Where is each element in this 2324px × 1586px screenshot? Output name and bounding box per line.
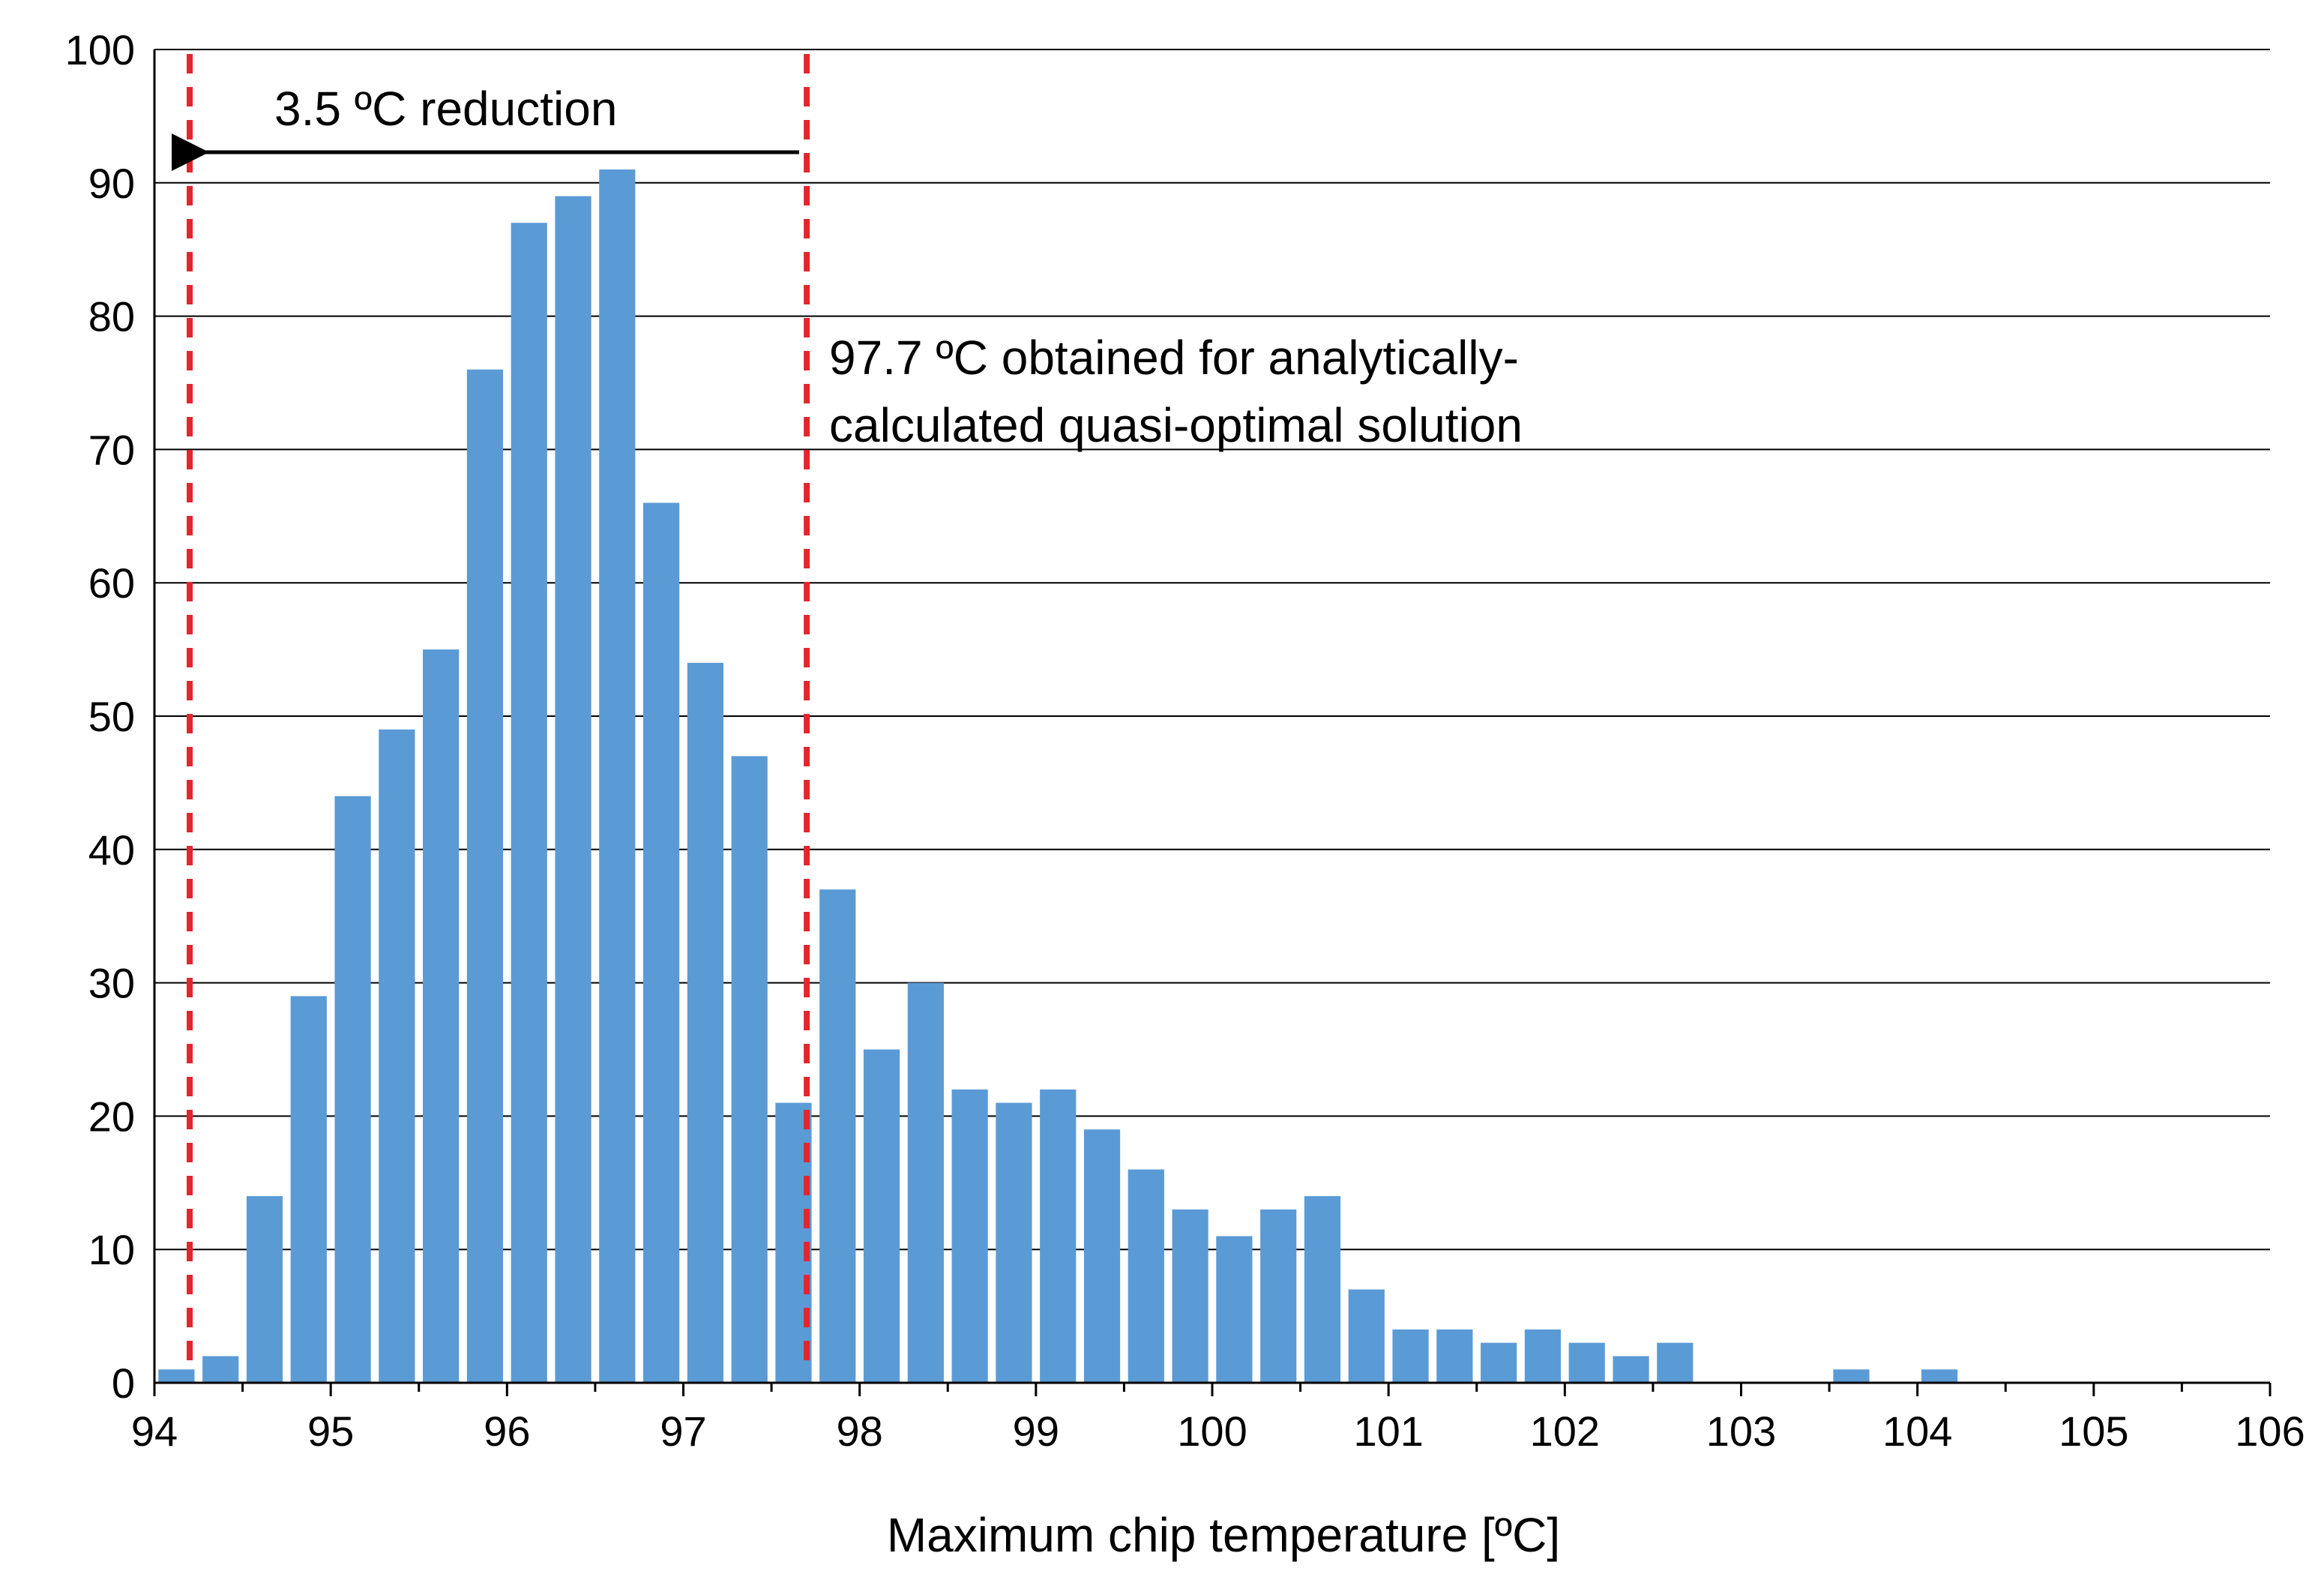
x-tick-label: 105	[2059, 1408, 2128, 1455]
bar	[1613, 1356, 1649, 1383]
reduction-label: 3.5 ºC reduction	[274, 82, 617, 136]
bar	[687, 662, 724, 1383]
bar	[1172, 1209, 1208, 1383]
bar	[379, 729, 415, 1383]
y-tick-label: 60	[88, 559, 135, 607]
bar	[1524, 1329, 1562, 1383]
bar	[642, 502, 680, 1383]
y-tick-label: 30	[88, 960, 135, 1007]
y-ticks: 0 10 20 30 40 50 60 70 80 90 100	[65, 26, 135, 1407]
bar	[1436, 1329, 1473, 1383]
bar	[1392, 1329, 1429, 1383]
bar	[1083, 1129, 1121, 1383]
y-tick-label: 70	[88, 426, 135, 473]
bar	[246, 1196, 283, 1383]
bar	[202, 1356, 239, 1383]
bar	[996, 1102, 1032, 1383]
y-tick-label: 90	[88, 160, 135, 207]
bar	[1833, 1369, 1870, 1383]
analytical-label-line2: calculated quasi-optimal solution	[829, 398, 1523, 452]
bar	[731, 756, 768, 1383]
x-tick-label: 95	[307, 1408, 354, 1455]
y-tick-label: 50	[88, 693, 135, 740]
bar	[1040, 1089, 1077, 1383]
y-tick-label: 10	[88, 1226, 135, 1273]
bar	[511, 223, 547, 1383]
x-tick-label: 101	[1353, 1408, 1423, 1455]
bar	[1481, 1342, 1517, 1383]
y-tick-label: 80	[88, 293, 135, 340]
bar	[599, 169, 636, 1383]
bar	[423, 649, 460, 1383]
y-tick-label: 40	[88, 826, 135, 874]
x-ticks: 94 95 96 97 98 99 100 101 102 103 104 105 106	[131, 1383, 2305, 1455]
bar	[1921, 1369, 1958, 1383]
bar	[863, 1049, 900, 1383]
y-tick-label: 20	[88, 1093, 135, 1140]
bar	[951, 1089, 988, 1383]
bar	[1348, 1289, 1385, 1383]
x-tick-label: 102	[1530, 1408, 1600, 1455]
y-tick-label: 0	[112, 1360, 135, 1407]
analytical-label-line1: 97.7 ºC obtained for analytically-	[829, 331, 1519, 385]
bar	[1568, 1342, 1605, 1383]
x-tick-label: 97	[660, 1408, 706, 1455]
bar	[1657, 1342, 1694, 1383]
x-tick-label: 100	[1177, 1408, 1247, 1455]
bar	[1128, 1169, 1164, 1383]
y-tick-label: 100	[65, 26, 135, 73]
bar	[334, 796, 371, 1383]
bar	[1260, 1209, 1297, 1383]
bar	[1304, 1196, 1341, 1383]
bar	[158, 1369, 195, 1383]
x-tick-label: 106	[2235, 1408, 2305, 1455]
bar	[1216, 1236, 1253, 1383]
bar	[819, 889, 856, 1383]
bars	[158, 169, 1958, 1384]
x-tick-label: 99	[1013, 1408, 1059, 1455]
x-tick-label: 96	[484, 1408, 530, 1455]
x-tick-label: 98	[837, 1408, 883, 1455]
bar	[555, 196, 591, 1384]
x-tick-label: 103	[1706, 1408, 1776, 1455]
x-tick-label: 104	[1882, 1408, 1952, 1455]
bar	[290, 996, 327, 1383]
gridlines	[154, 49, 2270, 1251]
x-tick-label: 94	[131, 1408, 178, 1455]
x-axis-title: Maximum chip temperature [ºC]	[887, 1508, 1560, 1562]
bar	[907, 982, 944, 1383]
bar	[466, 369, 504, 1384]
